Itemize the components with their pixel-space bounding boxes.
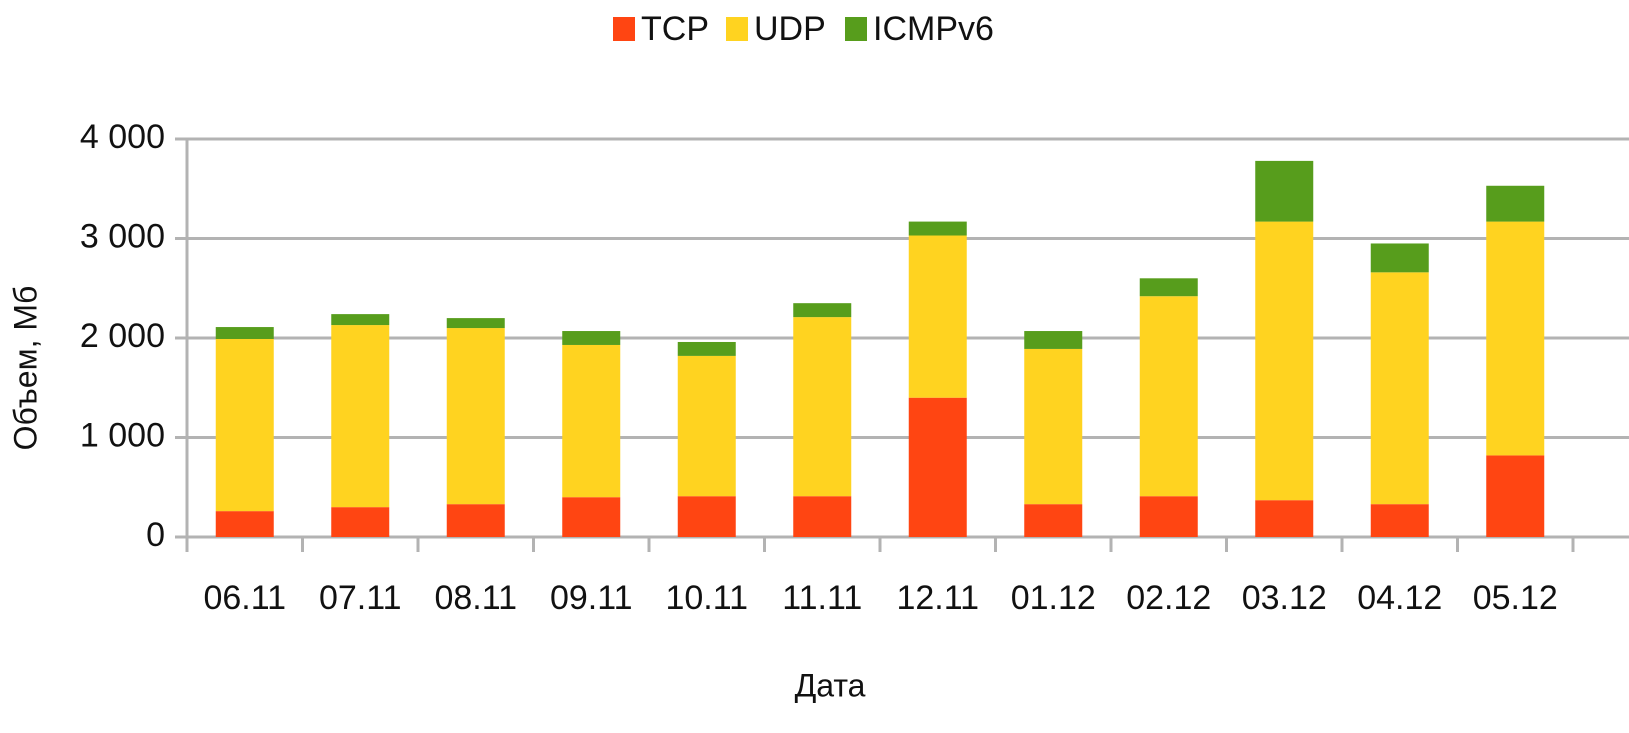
bar-segment bbox=[1255, 500, 1314, 537]
x-tick-label: 03.12 bbox=[1242, 579, 1327, 617]
y-tick-label: 2 000 bbox=[80, 317, 165, 355]
x-tick-label: 02.12 bbox=[1126, 579, 1211, 617]
x-tick-label: 12.11 bbox=[896, 579, 979, 617]
bar-segment bbox=[562, 344, 621, 498]
bar-segment bbox=[1370, 504, 1429, 537]
x-tick-label: 01.12 bbox=[1011, 579, 1096, 617]
x-tick-label: 10.11 bbox=[665, 579, 748, 617]
bar-segment bbox=[1139, 296, 1198, 497]
y-tick-label: 4 000 bbox=[80, 118, 165, 156]
bar-segment bbox=[1486, 455, 1545, 537]
bar-segment bbox=[793, 496, 852, 537]
y-axis-title: Объем, Мб bbox=[7, 286, 43, 451]
bar-segment bbox=[793, 303, 852, 318]
bar-segment bbox=[1255, 160, 1314, 222]
x-tick-label: 05.12 bbox=[1473, 579, 1558, 617]
bar-segment bbox=[331, 325, 390, 508]
bar-segment bbox=[215, 338, 274, 512]
bar-segment bbox=[1139, 278, 1198, 297]
bar-segment bbox=[908, 397, 967, 537]
bar-segment bbox=[1139, 496, 1198, 537]
bar-segment bbox=[1486, 185, 1545, 222]
legend-label: UDP bbox=[754, 10, 826, 48]
legend-label: ICMPv6 bbox=[873, 10, 994, 48]
bar-segment bbox=[908, 221, 967, 236]
bar-segment bbox=[446, 504, 505, 537]
bar-segment bbox=[215, 511, 274, 537]
bar-segment bbox=[1024, 331, 1083, 349]
bar-segment bbox=[1024, 348, 1083, 505]
bar-segment bbox=[908, 235, 967, 398]
y-tick-label: 0 bbox=[146, 516, 165, 554]
x-tick-label: 04.12 bbox=[1357, 579, 1442, 617]
bar-segment bbox=[562, 331, 621, 345]
bar-segment bbox=[1370, 243, 1429, 273]
y-tick-label: 3 000 bbox=[80, 217, 165, 255]
bar-segment bbox=[446, 318, 505, 329]
x-tick-label: 09.11 bbox=[550, 579, 633, 617]
bar-segment bbox=[677, 355, 736, 497]
legend-swatch bbox=[613, 17, 635, 41]
bar-segment bbox=[331, 314, 390, 326]
bar-segment bbox=[1486, 221, 1545, 456]
bar-segment bbox=[331, 507, 390, 537]
x-tick-label: 06.11 bbox=[203, 579, 286, 617]
legend-label: TCP bbox=[641, 10, 709, 48]
x-tick-label: 11.11 bbox=[782, 579, 862, 617]
bar-segment bbox=[1024, 504, 1083, 537]
y-tick-label: 1 000 bbox=[80, 416, 165, 454]
x-axis-title: Дата bbox=[795, 667, 866, 703]
bar-segment bbox=[446, 328, 505, 505]
bar-segment bbox=[793, 317, 852, 497]
bar-segment bbox=[677, 341, 736, 356]
x-tick-label: 07.11 bbox=[319, 579, 402, 617]
legend-swatch bbox=[726, 17, 748, 41]
legend-swatch bbox=[845, 17, 867, 41]
bar-segment bbox=[1370, 272, 1429, 505]
bar-segment bbox=[1255, 221, 1314, 501]
x-tick-label: 08.11 bbox=[434, 579, 517, 617]
bar-segment bbox=[562, 497, 621, 537]
bar-segment bbox=[215, 327, 274, 339]
bar-segment bbox=[677, 496, 736, 537]
